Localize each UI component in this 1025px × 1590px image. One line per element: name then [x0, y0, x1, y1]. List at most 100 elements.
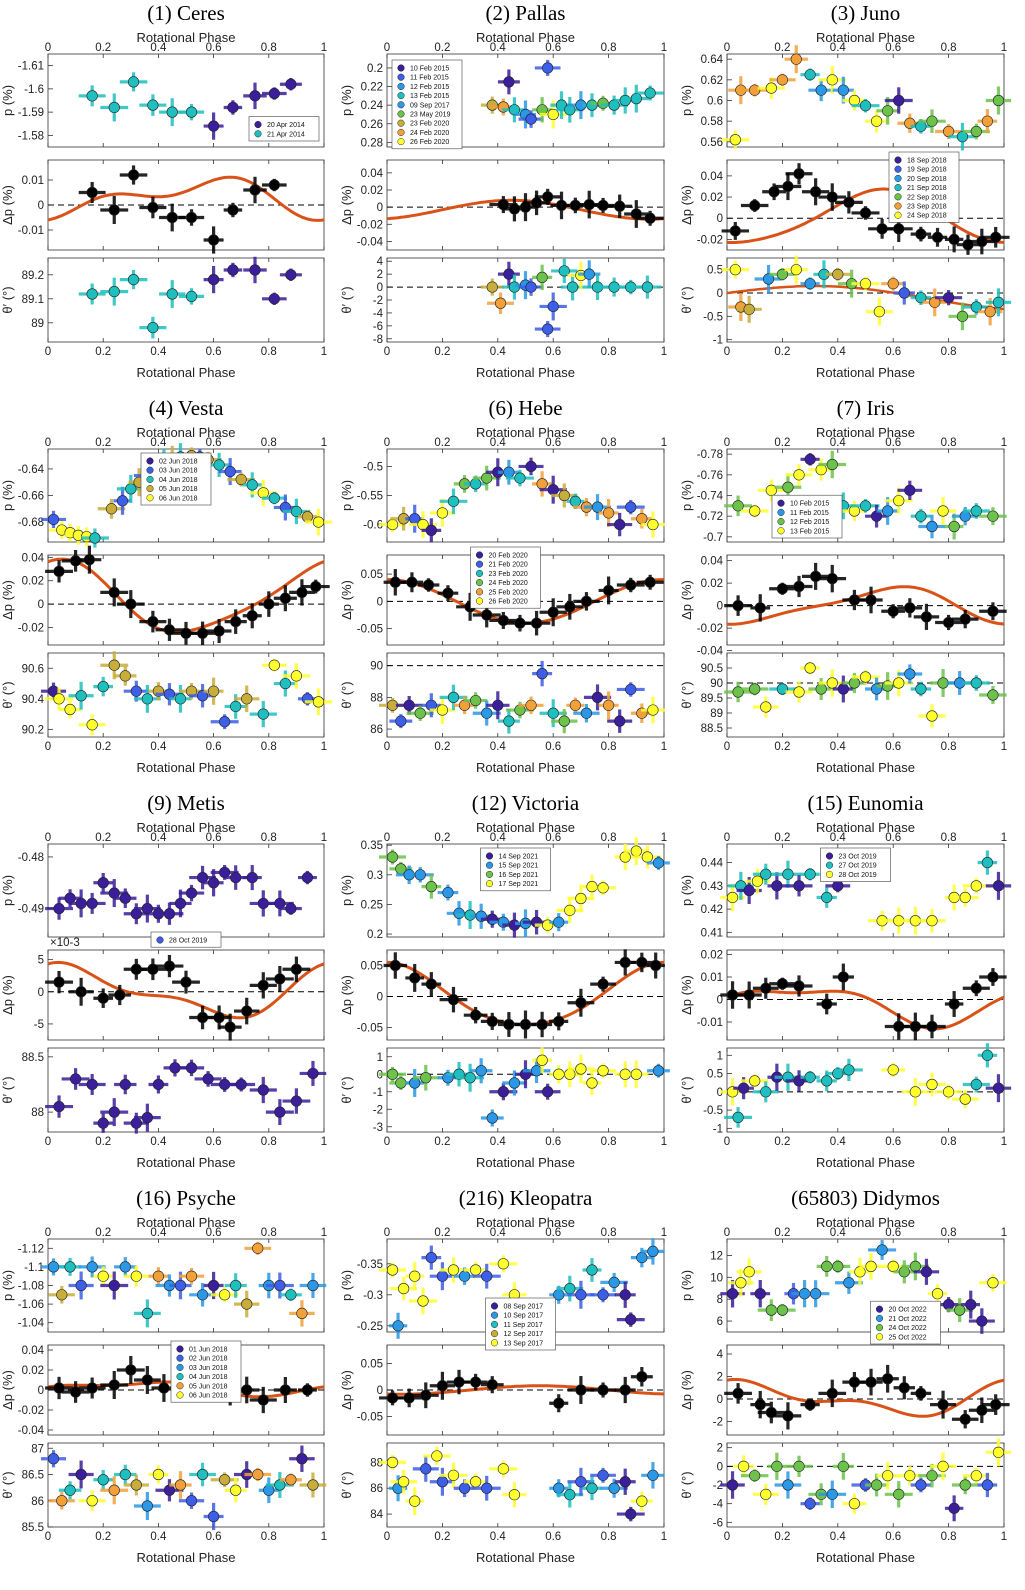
theta-point	[470, 1476, 482, 1488]
dp-panel-ylabel: Δp (%)	[0, 975, 15, 1015]
theta-point	[760, 701, 772, 713]
p-point	[108, 101, 120, 114]
p-point	[274, 897, 286, 910]
bottom-xtick-label: 1	[661, 1531, 667, 1543]
theta-point	[915, 1479, 927, 1491]
subplot-5: (6) Hebe Rotational Phase 0 0.2 0.4 0.6 0.8 1 -0…	[339, 396, 667, 775]
dp-bin-point	[768, 186, 780, 198]
p-point	[525, 460, 537, 473]
theta-point	[241, 693, 253, 705]
p-point	[442, 886, 454, 899]
bottom-xtick-label: 0.6	[206, 741, 222, 753]
theta-point	[486, 1112, 498, 1124]
p-point	[436, 1270, 449, 1282]
p-point	[987, 510, 999, 522]
theta-panel-ytick-label: 86	[31, 1496, 44, 1508]
dp-panel-ytick-label: 0.04	[22, 552, 45, 564]
theta-point	[447, 691, 460, 703]
dp-panel-ytick-label: 0	[377, 992, 383, 1004]
subplot-title: (16) Psyche	[136, 1186, 236, 1210]
top-xtick-label: 0.4	[490, 42, 507, 54]
p-point	[196, 871, 209, 884]
bottom-xtick-label: 0.2	[774, 346, 790, 358]
p-point	[86, 897, 98, 910]
legend-entry: 01 Jun 2018	[189, 1347, 228, 1354]
p-point	[274, 1279, 286, 1292]
dp-panel-ytick-label: -0.01	[18, 225, 44, 237]
dp-bin-point	[108, 1379, 120, 1391]
p-point	[882, 105, 894, 117]
p-point	[235, 473, 247, 486]
bottom-xtick-label: 0.6	[545, 346, 561, 358]
legend-marker	[397, 64, 405, 72]
dp-bin-point	[481, 609, 493, 621]
theta-point	[119, 1078, 131, 1091]
top-xtick-label: 0.2	[434, 1227, 450, 1239]
p-point	[992, 94, 1005, 107]
p-point	[630, 845, 642, 857]
dp-bin-point	[83, 554, 95, 566]
p-point	[196, 1289, 209, 1301]
legend-marker	[397, 138, 405, 146]
dp-bin-point	[904, 602, 916, 614]
p-panel-ytick-label: -0.74	[697, 491, 724, 503]
theta-panel-ytick-label: -3	[373, 1122, 383, 1134]
theta-point	[547, 300, 559, 313]
legend-entry: 21 Apr 2014	[267, 131, 305, 138]
p-point	[832, 1260, 844, 1272]
dp-bin-point	[420, 1389, 432, 1401]
top-phase-label: Rotational Phase	[136, 820, 235, 835]
theta-point	[743, 303, 755, 315]
theta-point	[494, 297, 507, 309]
p-panel-ytick-label: -0.66	[18, 491, 44, 503]
p-panel-ytick-label: 0.28	[361, 137, 383, 149]
dp-bin-point	[749, 199, 761, 212]
dp-bin-point	[826, 1387, 838, 1399]
dp-bin-point	[268, 179, 280, 191]
p-panel-ylabel: p (%)	[679, 1270, 694, 1301]
bottom-xtick-label: 0.2	[434, 346, 450, 358]
p-point	[859, 500, 872, 512]
legend: 01 Jun 2018 02 Jun 2018 03 Jun 2018 04 Jun …	[170, 1340, 242, 1403]
p-point	[252, 1242, 264, 1254]
p-point	[760, 868, 772, 880]
legend-entry: 06 Jun 2018	[189, 1393, 228, 1400]
theta-point	[652, 1065, 665, 1077]
theta-panel-ytick-label: -4	[713, 1499, 724, 1511]
dp-bin-point	[837, 971, 849, 983]
legend-entry: 02 Jun 2018	[189, 1356, 228, 1363]
theta-panel-frame	[726, 652, 1005, 738]
bottom-xtick-label: 1	[321, 1136, 327, 1148]
theta-point	[929, 296, 941, 308]
legend-entry: 11 Feb 2015	[790, 510, 829, 517]
legend-entry: 03 Jun 2018	[159, 468, 198, 475]
bottom-xtick-label: 1	[1001, 741, 1007, 753]
theta-point	[268, 293, 280, 305]
p-point	[447, 1264, 460, 1276]
bottom-xtick-label: 0	[384, 346, 390, 358]
bottom-xtick-label: 0.8	[941, 1136, 957, 1148]
theta-point	[815, 683, 827, 695]
theta-point	[804, 1498, 816, 1510]
p-point	[619, 1289, 631, 1301]
p-panel-ytick-label: -0.49	[18, 904, 44, 916]
legend-marker	[894, 202, 902, 210]
theta-point	[290, 670, 303, 682]
dp-bin-point	[765, 1406, 777, 1419]
theta-panel-ytick-label: 0.5	[707, 1069, 723, 1081]
p-panel-ylabel: p (%)	[679, 85, 694, 116]
dp-bin-point	[580, 595, 593, 607]
p-point	[301, 511, 314, 523]
dp-bin-point	[553, 1015, 565, 1027]
p-point	[86, 90, 98, 102]
theta-point	[409, 1495, 421, 1507]
theta-point	[647, 1469, 659, 1481]
dp-bin-point	[987, 971, 999, 983]
dp-bin-point	[865, 594, 877, 606]
p-point	[619, 851, 631, 863]
top-xtick-label: 0	[384, 437, 390, 449]
p-point	[185, 1270, 198, 1282]
dp-bin-point	[597, 1384, 609, 1396]
dp-bin-point	[263, 598, 275, 610]
legend-entry: 20 Apr 2014	[267, 122, 305, 129]
